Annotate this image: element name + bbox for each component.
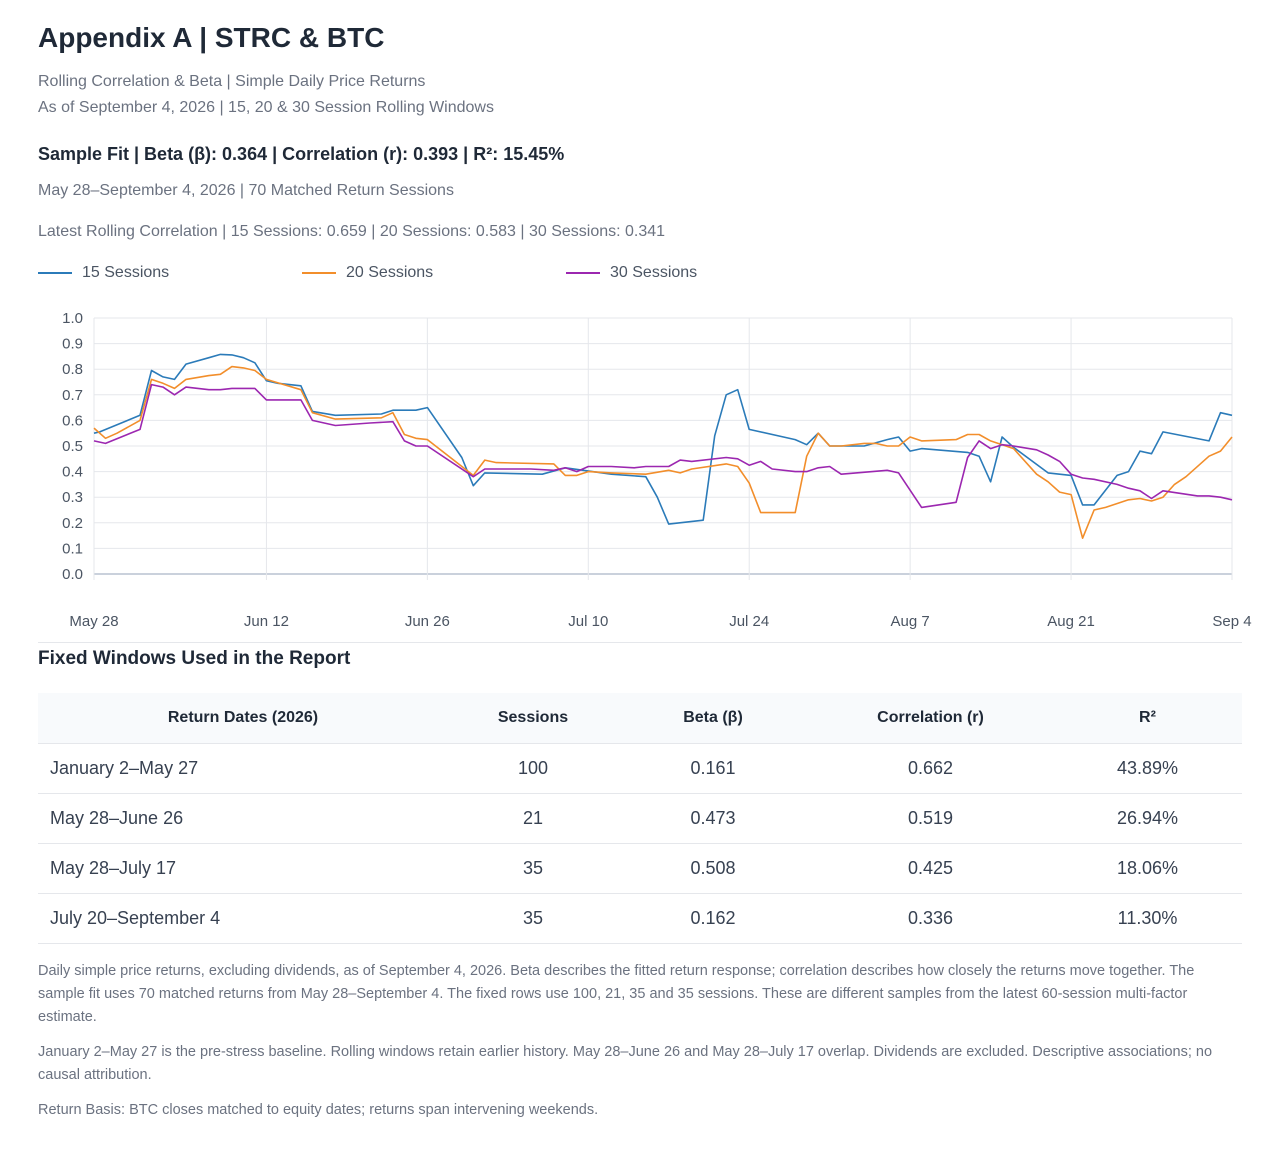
cell-correlation: 0.662	[808, 743, 1053, 794]
y-tick-label: 1.0	[62, 310, 83, 327]
y-tick-label: 0.4	[62, 464, 83, 481]
table-row: July 20–September 4 35 0.162 0.336 11.30…	[38, 893, 1242, 944]
y-tick-label: 0.5	[62, 438, 83, 455]
y-tick-label: 0.9	[62, 336, 83, 353]
header-correlation: Correlation (r)	[808, 693, 1053, 744]
legend-item-15-sessions: 15 Sessions	[38, 264, 169, 282]
cell-beta: 0.162	[618, 893, 808, 944]
legend-item-20-sessions: 20 Sessions	[302, 264, 433, 282]
cell-beta: 0.473	[618, 793, 808, 844]
y-tick-label: 0.1	[62, 540, 83, 557]
header-r-squared: R²	[1053, 693, 1242, 744]
footnote-methodology: Daily simple price returns, excluding di…	[38, 963, 1195, 1025]
x-tick-label: Jul 24	[729, 613, 769, 630]
divider-top	[38, 642, 1242, 643]
table-header-row: Return Dates (2026) Sessions Beta (β) Co…	[38, 693, 1242, 744]
sample-fit-summary: Sample Fit | Beta (β): 0.364 | Correlati…	[38, 144, 565, 164]
y-tick-label: 0.0	[62, 566, 83, 583]
series-line-20-sessions	[93, 365, 1233, 539]
table-row: May 28–July 17 35 0.508 0.425 18.06%	[38, 843, 1242, 894]
header-sessions: Sessions	[448, 693, 618, 744]
footnote-baseline: January 2–May 27 is the pre-stress basel…	[38, 1044, 1213, 1083]
x-tick-label: May 28	[69, 613, 118, 630]
y-tick-label: 0.3	[62, 489, 83, 506]
cell-sessions: 35	[448, 893, 618, 944]
cell-r-squared: 11.30%	[1053, 893, 1242, 944]
cell-sessions: 35	[448, 843, 618, 894]
x-tick-label: Aug 21	[1047, 613, 1095, 630]
legend-label-20: 20 Sessions	[346, 264, 434, 281]
cell-correlation: 0.425	[808, 843, 1053, 894]
footnote-return-basis: Return Basis: BTC closes matched to equi…	[38, 1102, 599, 1118]
cell-return-dates: July 20–September 4	[38, 893, 448, 944]
page-title: Appendix A | STRC & BTC	[38, 22, 385, 53]
cell-r-squared: 43.89%	[1053, 743, 1242, 794]
legend-swatch-15	[38, 272, 72, 274]
cell-sessions: 21	[448, 793, 618, 844]
rolling-correlation-chart: 1.0 0.9 0.8 0.7 0.6 0.5 0.4 0.3 0.2 0.1 0.0 May 28 J…	[62, 310, 1251, 630]
x-tick-label: Aug 7	[891, 613, 930, 630]
cell-beta: 0.508	[618, 843, 808, 894]
subtitle-method: Rolling Correlation & Beta | Simple Dail…	[38, 73, 426, 90]
y-tick-label: 0.2	[62, 515, 83, 532]
legend-label-15: 15 Sessions	[82, 264, 170, 281]
cell-return-dates: May 28–June 26	[38, 793, 448, 844]
cell-sessions: 100	[448, 743, 618, 794]
series-line-30-sessions	[93, 383, 1233, 509]
latest-rolling-correlation: Latest Rolling Correlation | 15 Sessions…	[38, 223, 666, 240]
cell-return-dates: January 2–May 27	[38, 743, 448, 794]
cell-correlation: 0.519	[808, 793, 1053, 844]
cell-r-squared: 18.06%	[1053, 843, 1242, 894]
cell-correlation: 0.336	[808, 893, 1053, 944]
y-tick-label: 0.8	[62, 361, 83, 378]
fixed-windows-title: Fixed Windows Used in the Report	[38, 648, 351, 669]
header-return-dates: Return Dates (2026)	[38, 693, 448, 744]
subtitle-date: As of September 4, 2026 | 15, 20 & 30 Se…	[38, 99, 494, 116]
x-tick-label: Jul 10	[568, 613, 608, 630]
y-tick-label: 0.7	[62, 387, 83, 404]
cell-return-dates: May 28–July 17	[38, 843, 448, 894]
cell-beta: 0.161	[618, 743, 808, 794]
legend-swatch-20	[302, 272, 336, 274]
table-row: May 28–June 26 21 0.473 0.519 26.94%	[38, 793, 1242, 844]
table-row: January 2–May 27 100 0.161 0.662 43.89%	[38, 743, 1242, 794]
sample-range: May 28–September 4, 2026 | 70 Matched Re…	[38, 182, 454, 199]
fixed-windows-table: Return Dates (2026) Sessions Beta (β) Co…	[38, 693, 1242, 944]
cell-r-squared: 26.94%	[1053, 793, 1242, 844]
y-tick-label: 0.6	[62, 412, 83, 429]
x-tick-label: Sep 4	[1212, 613, 1251, 630]
legend-label-30: 30 Sessions	[610, 264, 698, 281]
x-tick-label: Jun 26	[405, 613, 450, 630]
legend-item-30-sessions: 30 Sessions	[566, 264, 697, 282]
series-line-15-sessions	[93, 353, 1233, 525]
legend-swatch-30	[566, 272, 600, 274]
x-tick-label: Jun 12	[244, 613, 289, 630]
header-beta: Beta (β)	[618, 693, 808, 744]
